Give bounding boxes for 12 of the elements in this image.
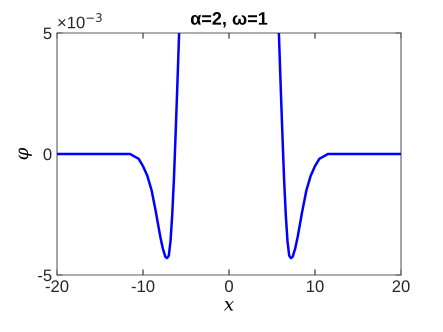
- x-tick-label: 0: [225, 280, 233, 292]
- y-tick-label: 5: [44, 28, 52, 40]
- y-tick-label: 0: [44, 148, 52, 160]
- x-tick-label: -20: [46, 280, 68, 292]
- x-tick-label: 20: [392, 280, 410, 292]
- x-tick-label: -10: [132, 280, 154, 292]
- x-tick-label: 10: [307, 280, 324, 292]
- y-tick-label: -5: [38, 270, 52, 282]
- chart-title: α=2, ω=1: [190, 12, 268, 28]
- x-axis-title: x: [224, 301, 234, 311]
- text: ×10$^{−3}$: [58, 13, 102, 28]
- y-axis-title: φ: [18, 148, 32, 160]
